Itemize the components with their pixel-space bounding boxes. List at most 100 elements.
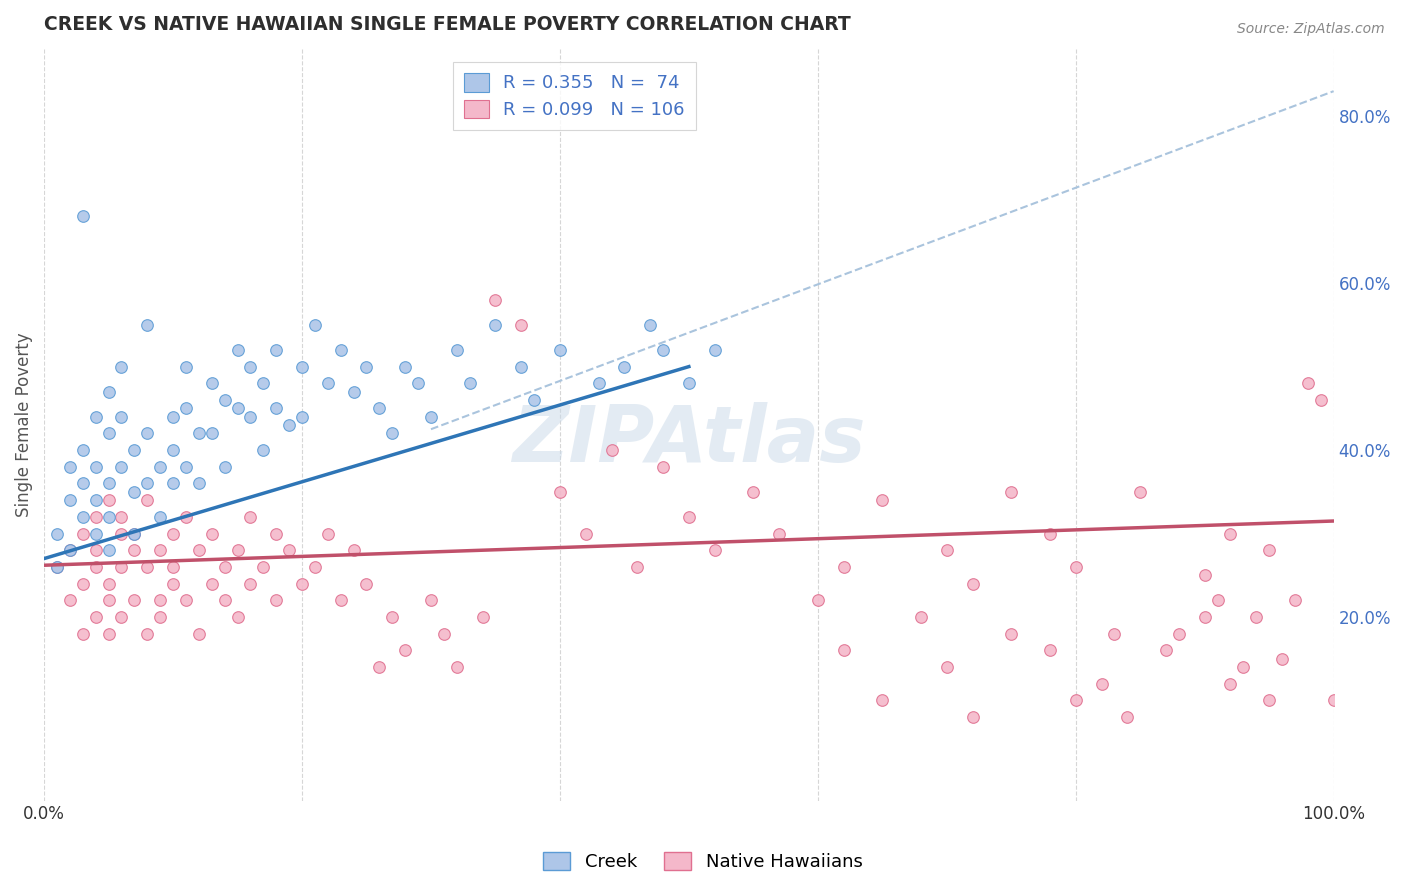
Point — [149, 543, 172, 558]
Y-axis label: Single Female Poverty: Single Female Poverty — [15, 333, 32, 517]
Point — [1323, 693, 1346, 707]
Point — [226, 610, 249, 624]
Point — [316, 526, 339, 541]
Point — [484, 293, 506, 307]
Point — [458, 376, 481, 391]
Point — [201, 526, 224, 541]
Point — [1258, 693, 1281, 707]
Point — [264, 343, 287, 357]
Point — [97, 426, 120, 441]
Point — [1116, 710, 1139, 724]
Point — [600, 443, 623, 458]
Point — [510, 359, 533, 374]
Text: CREEK VS NATIVE HAWAIIAN SINGLE FEMALE POVERTY CORRELATION CHART: CREEK VS NATIVE HAWAIIAN SINGLE FEMALE P… — [44, 15, 851, 34]
Point — [149, 459, 172, 474]
Point — [356, 359, 378, 374]
Point — [72, 576, 94, 591]
Point — [214, 593, 236, 607]
Point — [768, 526, 790, 541]
Point — [652, 459, 675, 474]
Point — [1039, 643, 1062, 657]
Point — [703, 543, 725, 558]
Point — [548, 343, 571, 357]
Point — [406, 376, 429, 391]
Point — [84, 526, 107, 541]
Point — [84, 493, 107, 508]
Legend: R = 0.355   N =  74, R = 0.099   N = 106: R = 0.355 N = 74, R = 0.099 N = 106 — [453, 62, 696, 130]
Point — [110, 560, 132, 574]
Point — [59, 593, 82, 607]
Point — [136, 560, 159, 574]
Point — [84, 543, 107, 558]
Point — [97, 626, 120, 640]
Point — [174, 509, 197, 524]
Point — [162, 476, 184, 491]
Point — [149, 593, 172, 607]
Point — [935, 660, 957, 674]
Point — [356, 576, 378, 591]
Point — [162, 526, 184, 541]
Point — [97, 493, 120, 508]
Point — [239, 576, 262, 591]
Point — [214, 459, 236, 474]
Point — [97, 593, 120, 607]
Point — [510, 318, 533, 332]
Point — [124, 593, 146, 607]
Point — [72, 476, 94, 491]
Point — [226, 343, 249, 357]
Point — [1064, 560, 1087, 574]
Point — [446, 660, 468, 674]
Point — [935, 543, 957, 558]
Point — [84, 409, 107, 424]
Point — [1154, 643, 1177, 657]
Point — [1296, 376, 1319, 391]
Point — [201, 426, 224, 441]
Point — [59, 493, 82, 508]
Point — [162, 443, 184, 458]
Point — [187, 426, 209, 441]
Point — [162, 409, 184, 424]
Point — [304, 560, 326, 574]
Point — [84, 459, 107, 474]
Point — [46, 560, 69, 574]
Point — [214, 392, 236, 407]
Point — [652, 343, 675, 357]
Point — [484, 318, 506, 332]
Point — [97, 576, 120, 591]
Point — [394, 359, 416, 374]
Point — [1104, 626, 1126, 640]
Point — [278, 543, 301, 558]
Point — [136, 318, 159, 332]
Point — [187, 476, 209, 491]
Point — [613, 359, 636, 374]
Point — [72, 626, 94, 640]
Point — [342, 543, 364, 558]
Point — [252, 560, 274, 574]
Point — [136, 476, 159, 491]
Point — [124, 526, 146, 541]
Point — [97, 476, 120, 491]
Point — [368, 401, 391, 416]
Point — [264, 401, 287, 416]
Point — [1000, 626, 1022, 640]
Point — [97, 543, 120, 558]
Point — [394, 643, 416, 657]
Point — [1039, 526, 1062, 541]
Point — [962, 710, 984, 724]
Point — [523, 392, 546, 407]
Point — [329, 593, 352, 607]
Point — [239, 409, 262, 424]
Point — [1219, 526, 1241, 541]
Point — [1167, 626, 1189, 640]
Point — [124, 443, 146, 458]
Point — [678, 509, 700, 524]
Point — [1194, 610, 1216, 624]
Point — [1232, 660, 1254, 674]
Point — [187, 626, 209, 640]
Point — [84, 610, 107, 624]
Point — [110, 526, 132, 541]
Point — [420, 409, 443, 424]
Point — [962, 576, 984, 591]
Point — [872, 693, 894, 707]
Text: Source: ZipAtlas.com: Source: ZipAtlas.com — [1237, 22, 1385, 37]
